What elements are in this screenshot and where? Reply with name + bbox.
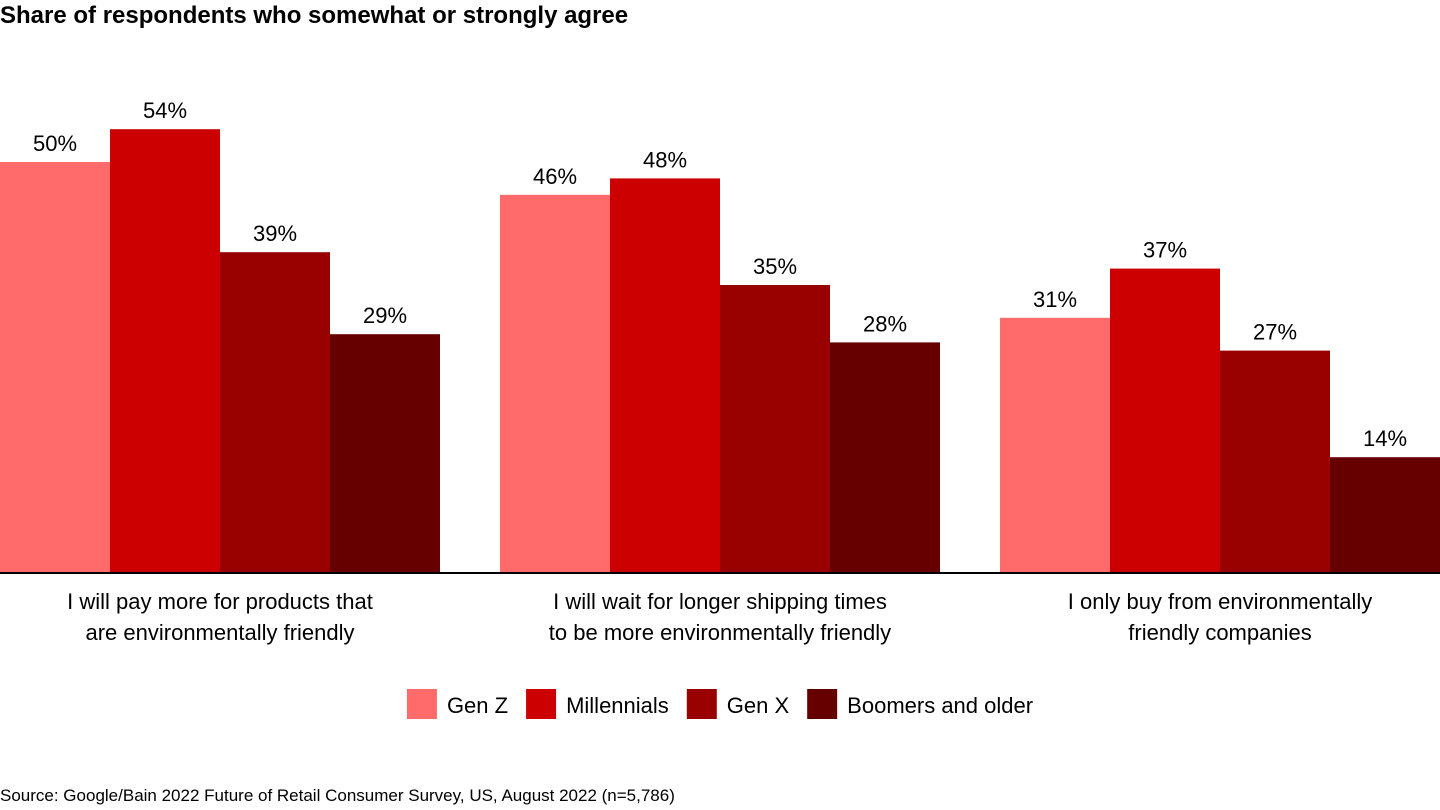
legend-label-gen-z: Gen Z	[447, 693, 508, 718]
chart-title: Share of respondents who somewhat or str…	[0, 2, 629, 29]
bar-1-boomers-and-older	[330, 334, 440, 572]
category-labels: I will pay more for products that are env…	[67, 589, 1372, 645]
bar-3-gen-x	[1220, 350, 1330, 572]
value-label: 31%	[1033, 287, 1077, 312]
legend-label-gen-x: Gen X	[727, 693, 790, 718]
category-label-1: are environmentally friendly	[85, 620, 354, 645]
bar-chart: 50% 54% 39% 29% 46% 48% 35% 28% 31% 37% 27% 14% I w…	[0, 98, 1440, 719]
value-label: 29%	[363, 303, 407, 328]
legend-swatch-boomers-and-older	[807, 689, 838, 719]
bar-1-gen-z	[0, 162, 110, 572]
value-label: 39%	[253, 221, 297, 246]
legend-label-millennials: Millennials	[566, 693, 669, 718]
value-label: 35%	[753, 254, 797, 279]
legend-swatch-gen-z	[406, 689, 437, 719]
category-label-1: I will pay more for products that	[67, 589, 373, 614]
category-label-2: I will wait for longer shipping times	[553, 589, 887, 614]
category-label-3: friendly companies	[1128, 620, 1311, 645]
value-label: 27%	[1253, 320, 1297, 345]
bar-2-gen-z	[500, 194, 610, 573]
legend-swatch-gen-x	[686, 689, 717, 719]
bar-2-gen-x	[720, 285, 830, 572]
value-label: 37%	[1143, 238, 1187, 263]
bar-2-boomers-and-older	[830, 342, 940, 572]
bars-layer: 50% 54% 39% 29% 46% 48% 35% 28% 31% 37% 27% 14%	[0, 98, 1440, 573]
category-label-3: I only buy from environmentally	[1068, 589, 1372, 614]
bar-3-millennials	[1110, 268, 1220, 572]
legend-swatch-millennials	[526, 689, 557, 719]
bar-2-millennials	[610, 178, 720, 572]
legend-label-boomers-and-older: Boomers and older	[847, 693, 1033, 718]
category-label-2: to be more environmentally friendly	[549, 620, 891, 645]
bar-1-gen-x	[220, 252, 330, 572]
value-label: 14%	[1363, 426, 1407, 451]
bar-1-millennials	[110, 129, 220, 572]
value-label: 46%	[533, 164, 577, 189]
value-label: 50%	[33, 131, 77, 156]
legend: Gen Z Millennials Gen X Boomers and older	[406, 689, 1033, 719]
value-label: 28%	[863, 311, 907, 336]
value-label: 54%	[143, 98, 187, 123]
source-note: Source: Google/Bain 2022 Future of Retai…	[0, 786, 675, 805]
bar-3-boomers-and-older	[1330, 457, 1440, 572]
bar-3-gen-z	[1000, 317, 1110, 572]
value-label: 48%	[643, 147, 687, 172]
